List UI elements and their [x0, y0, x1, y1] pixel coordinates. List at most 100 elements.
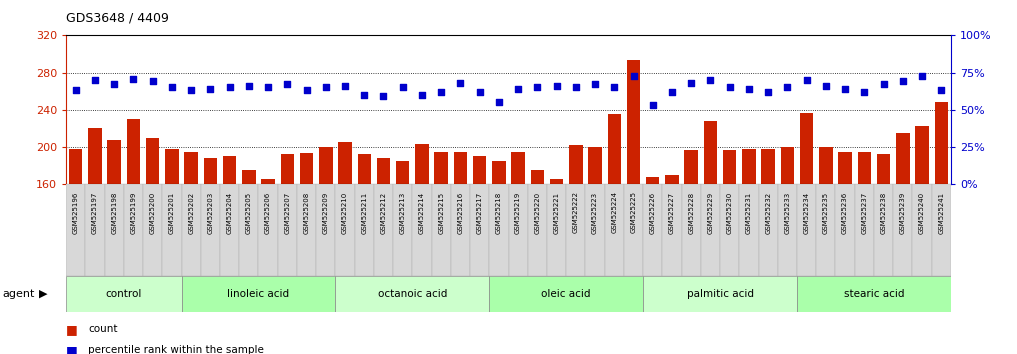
Bar — [646, 177, 659, 333]
Text: GSM525221: GSM525221 — [553, 192, 559, 234]
Text: GSM525203: GSM525203 — [207, 192, 214, 234]
Bar — [836, 184, 854, 276]
Text: count: count — [88, 324, 118, 334]
Point — [818, 83, 834, 89]
Text: GSM525222: GSM525222 — [573, 192, 579, 233]
Bar — [684, 150, 698, 333]
Bar — [108, 141, 121, 333]
Bar — [723, 150, 736, 333]
Point — [164, 85, 180, 90]
Bar — [893, 184, 912, 276]
Bar — [223, 156, 236, 333]
Bar — [797, 184, 817, 276]
Point — [625, 73, 642, 78]
Text: percentile rank within the sample: percentile rank within the sample — [88, 346, 264, 354]
Text: GSM525216: GSM525216 — [458, 192, 464, 234]
Text: GSM525213: GSM525213 — [400, 192, 406, 234]
Point — [453, 80, 469, 86]
Bar — [759, 184, 778, 276]
Bar — [665, 175, 678, 333]
Bar — [701, 184, 720, 276]
Bar — [643, 184, 662, 276]
Bar — [762, 149, 775, 333]
Bar — [704, 121, 717, 333]
Bar — [570, 145, 583, 333]
Bar — [85, 184, 105, 276]
Point — [144, 79, 161, 84]
Bar — [281, 154, 294, 333]
Text: GSM525240: GSM525240 — [919, 192, 925, 234]
Point — [837, 86, 853, 92]
Text: GSM525204: GSM525204 — [227, 192, 233, 234]
Point — [645, 102, 661, 108]
Point — [491, 99, 507, 105]
Text: GSM525229: GSM525229 — [708, 192, 714, 234]
Text: GSM525200: GSM525200 — [149, 192, 156, 234]
Text: GDS3648 / 4409: GDS3648 / 4409 — [66, 12, 169, 25]
Text: GSM525241: GSM525241 — [939, 192, 944, 234]
Text: GSM525215: GSM525215 — [438, 192, 444, 234]
Bar — [877, 154, 890, 333]
Bar — [374, 184, 394, 276]
Bar — [857, 152, 872, 333]
Bar — [566, 184, 586, 276]
Text: GSM525206: GSM525206 — [265, 192, 272, 234]
Bar — [261, 179, 275, 333]
Text: GSM525227: GSM525227 — [669, 192, 675, 234]
Point — [279, 82, 296, 87]
Text: GSM525209: GSM525209 — [322, 192, 328, 234]
Text: GSM525217: GSM525217 — [477, 192, 483, 234]
Bar — [605, 184, 623, 276]
Text: ▶: ▶ — [39, 289, 47, 299]
Point — [183, 87, 199, 93]
Point — [375, 93, 392, 99]
Bar — [258, 184, 278, 276]
Bar — [124, 184, 143, 276]
Bar — [742, 149, 756, 333]
Bar — [819, 147, 833, 333]
Bar — [143, 184, 163, 276]
Text: GSM525231: GSM525231 — [745, 192, 752, 234]
Bar — [451, 184, 470, 276]
Bar — [854, 184, 874, 276]
Point — [433, 89, 450, 95]
Point — [222, 85, 238, 90]
Point — [779, 85, 795, 90]
Bar — [454, 152, 467, 333]
Bar — [200, 184, 220, 276]
Bar — [66, 184, 85, 276]
Point — [86, 77, 103, 83]
Text: GSM525197: GSM525197 — [92, 192, 98, 234]
Bar — [358, 154, 371, 333]
Bar — [242, 170, 255, 333]
Text: GSM525219: GSM525219 — [516, 192, 521, 234]
Bar — [181, 276, 336, 312]
Point — [934, 87, 950, 93]
Text: GSM525205: GSM525205 — [246, 192, 252, 234]
Point — [664, 89, 680, 95]
Bar — [588, 147, 602, 333]
Bar — [145, 138, 160, 333]
Bar — [607, 114, 621, 333]
Point — [241, 83, 257, 89]
Point — [202, 86, 219, 92]
Bar — [874, 184, 893, 276]
Bar — [838, 153, 852, 333]
Bar — [800, 113, 814, 333]
Bar — [181, 184, 200, 276]
Bar — [336, 276, 489, 312]
Bar — [531, 170, 544, 333]
Text: GSM525211: GSM525211 — [361, 192, 367, 234]
Bar — [512, 152, 525, 333]
Bar — [586, 184, 605, 276]
Text: GSM525208: GSM525208 — [303, 192, 309, 234]
Point — [510, 86, 526, 92]
Bar — [127, 119, 140, 333]
Point — [760, 89, 776, 95]
Bar — [165, 149, 179, 333]
Bar — [626, 61, 641, 333]
Text: GSM525236: GSM525236 — [842, 192, 848, 234]
Bar — [489, 276, 643, 312]
Bar — [528, 184, 547, 276]
Bar — [623, 184, 643, 276]
